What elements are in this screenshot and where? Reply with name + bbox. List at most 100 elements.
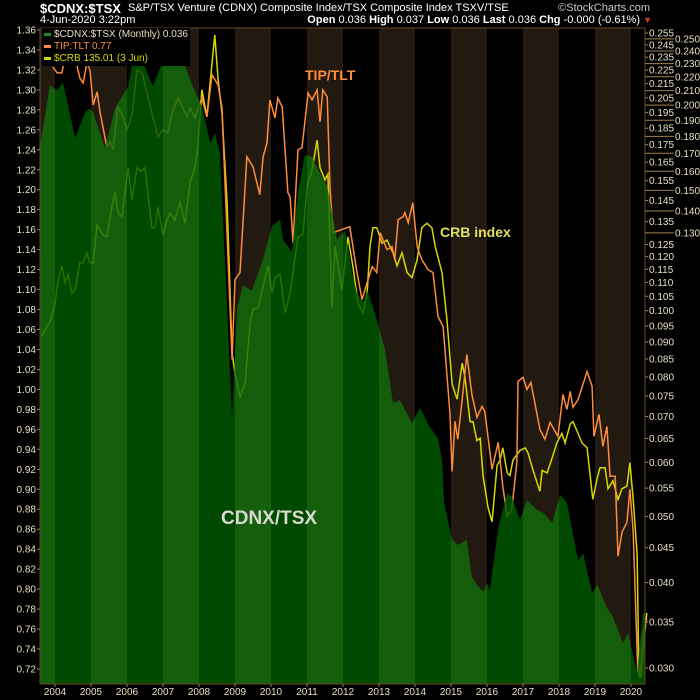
right-tick-label: 0.050	[649, 512, 674, 523]
x-tick-label: 2014	[404, 687, 427, 698]
brand-logo[interactable]: ©StockCharts.com	[558, 2, 650, 14]
down-arrow-icon: ▼	[643, 15, 652, 25]
symbol-description: S&P/TSX Venture (CDNX) Composite Index/T…	[128, 2, 509, 14]
legend-label: TIP:TLT 0.77	[54, 41, 112, 52]
annotation-crb: CRB index	[440, 224, 511, 240]
right-tick-label: 0.070	[649, 412, 674, 423]
cdnx-area-band	[199, 40, 235, 684]
right-tick-label: 0.055	[649, 484, 674, 495]
left-tick-label: 0.72	[17, 664, 37, 675]
x-tick-label: 2018	[548, 687, 571, 698]
left-tick-label: 1.34	[17, 45, 37, 56]
right-tick-label: 0.145	[649, 196, 674, 207]
left-tick-label: 1.30	[17, 85, 37, 96]
right-tick-label: 0.170	[675, 149, 700, 160]
right-tick-label: 0.190	[675, 116, 700, 127]
x-tick-label: 2019	[584, 687, 607, 698]
x-tick-label: 2006	[116, 687, 139, 698]
right-tick-label: 0.075	[649, 392, 674, 403]
x-tick-label: 2013	[368, 687, 391, 698]
right-tick-label: 0.160	[675, 167, 700, 178]
right-tick-label: 0.155	[649, 176, 674, 187]
right-tick-label: 0.195	[649, 108, 674, 119]
right-tick-label: 0.180	[675, 132, 700, 143]
legend-label: $CRB 135.01 (3 Jun)	[54, 53, 148, 64]
x-tick-label: 2020	[620, 687, 643, 698]
right-tick-label: 0.095	[649, 321, 674, 332]
x-tick-label: 2004	[44, 687, 67, 698]
left-tick-label: 1.10	[17, 285, 37, 296]
left-tick-label: 1.28	[17, 105, 37, 116]
left-tick-label: 1.02	[17, 365, 37, 376]
right-tick-label: 0.175	[649, 140, 674, 151]
left-tick-label: 0.94	[17, 445, 37, 456]
right-tick-label: 0.105	[649, 292, 674, 303]
left-tick-label: 1.08	[17, 305, 37, 316]
legend-item-tip-tlt[interactable]: TIP:TLT 0.77	[44, 41, 188, 53]
right-tick-label: 0.085	[649, 354, 674, 365]
left-tick-label: 1.12	[17, 265, 37, 276]
right-tick-label: 0.130	[675, 228, 700, 239]
high-value: 0.037	[396, 14, 425, 26]
right-tick-label: 0.250	[675, 34, 700, 45]
legend-item-crb[interactable]: $CRB 135.01 (3 Jun)	[44, 53, 188, 65]
quote-date: 4-Jun-2020 3:22pm	[40, 14, 136, 26]
left-tick-label: 0.80	[17, 585, 37, 596]
chg-label: Chg	[539, 14, 561, 26]
last-label: Last	[482, 14, 506, 26]
left-tick-label: 1.04	[17, 345, 37, 356]
right-tick-label: 0.035	[649, 618, 674, 629]
right-tick-label: 0.205	[649, 93, 674, 104]
left-tick-label: 0.92	[17, 465, 37, 476]
open-label: Open	[307, 14, 336, 26]
left-tick-label: 1.20	[17, 185, 37, 196]
right-tick-label: 0.030	[649, 663, 674, 674]
chg-value: -0.000 (-0.61%)	[563, 14, 641, 26]
right-tick-label: 0.220	[675, 72, 700, 83]
annotation-cdnx: CDNX/TSX	[221, 508, 318, 529]
cdnx-area-band	[127, 40, 163, 684]
cdnx-area-band	[343, 40, 379, 684]
left-tick-label: 0.82	[17, 565, 37, 576]
left-tick-label: 0.98	[17, 405, 37, 416]
legend-item-cdnx[interactable]: $CDNX:$TSX (Monthly) 0.036	[44, 29, 188, 41]
legend-swatch-cdnx	[44, 32, 51, 36]
last-value: 0.036	[508, 14, 537, 26]
right-tick-label: 0.200	[675, 101, 700, 112]
legend: $CDNX:$TSX (Monthly) 0.036 TIP:TLT 0.77 …	[42, 28, 190, 66]
x-tick-label: 2011	[296, 687, 318, 698]
left-tick-label: 0.96	[17, 425, 37, 436]
right-tick-label: 0.255	[649, 29, 674, 40]
high-label: High	[369, 14, 394, 26]
cdnx-area-band	[55, 40, 91, 684]
year-band	[595, 28, 631, 684]
left-tick-label: 1.36	[17, 26, 37, 37]
x-tick-label: 2009	[224, 687, 247, 698]
left-tick-label: 0.86	[17, 525, 37, 536]
right-tick-label: 0.235	[649, 53, 674, 64]
left-tick-label: 1.16	[17, 225, 37, 236]
cdnx-area-band	[487, 40, 523, 684]
legend-label: $CDNX:$TSX (Monthly) 0.036	[54, 29, 188, 40]
right-tick-label: 0.240	[675, 46, 700, 57]
right-tick-label: 0.230	[675, 59, 700, 70]
left-tick-label: 1.00	[17, 385, 37, 396]
right-tick-label: 0.125	[649, 240, 674, 251]
left-tick-label: 0.88	[17, 505, 37, 516]
right-tick-label: 0.140	[675, 206, 700, 217]
right-tick-label: 0.165	[649, 158, 674, 169]
x-tick-label: 2017	[512, 687, 535, 698]
right-tick-label: 0.245	[649, 40, 674, 51]
chart-header: $CDNX:$TSX S&P/TSX Venture (CDNX) Compos…	[0, 0, 700, 28]
cdnx-area-band	[40, 40, 55, 684]
left-tick-label: 1.18	[17, 205, 37, 216]
right-tick-label: 0.150	[675, 186, 700, 197]
left-tick-label: 1.26	[17, 125, 37, 136]
left-tick-label: 1.24	[17, 145, 37, 156]
right-tick-label: 0.120	[649, 252, 674, 263]
x-tick-label: 2007	[152, 687, 175, 698]
x-tick-label: 2005	[80, 687, 103, 698]
right-tick-label: 0.045	[649, 543, 674, 554]
low-value: 0.036	[452, 14, 480, 26]
